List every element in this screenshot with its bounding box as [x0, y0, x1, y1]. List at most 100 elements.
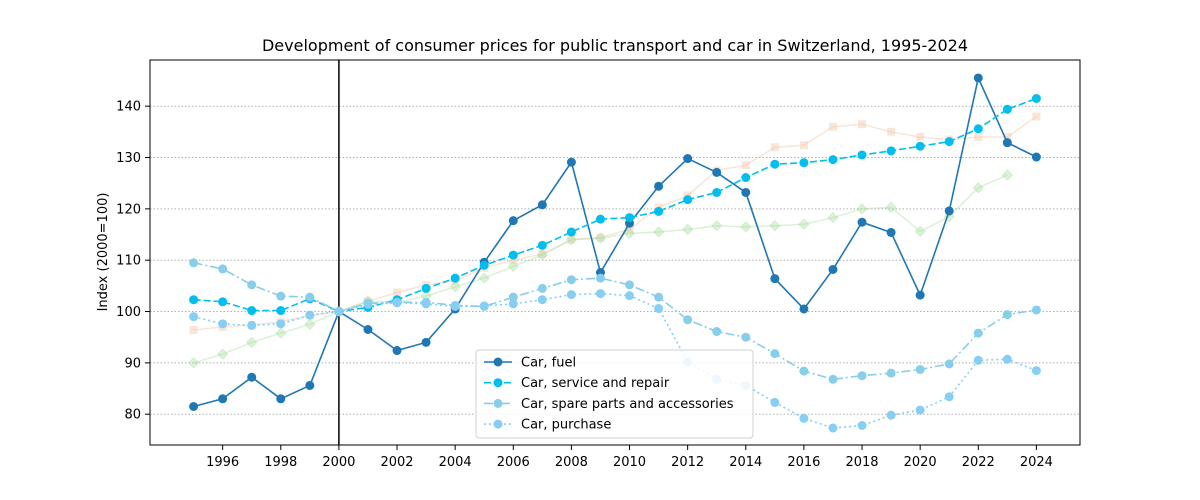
data-point [566, 275, 576, 285]
data-point [944, 137, 954, 147]
data-point [857, 150, 867, 160]
data-point [508, 292, 518, 302]
data-point [799, 413, 809, 423]
data-point [247, 280, 257, 290]
data-point [770, 159, 780, 169]
data-point [625, 280, 635, 290]
x-tick-label: 2014 [729, 455, 762, 470]
data-point [567, 235, 576, 244]
data-point [740, 221, 752, 233]
data-point [216, 348, 229, 360]
data-point [1002, 310, 1012, 320]
data-point [478, 272, 490, 284]
x-tick-label: 2004 [439, 455, 472, 470]
data-point [625, 213, 635, 223]
data-point [799, 366, 809, 376]
chart-title: Development of consumer prices for publi… [262, 36, 968, 55]
data-point [827, 211, 839, 224]
data-point [450, 273, 460, 283]
data-point [652, 226, 665, 238]
series-line [193, 292, 1037, 429]
data-point [537, 200, 547, 210]
data-point [828, 374, 838, 384]
data-point [595, 273, 605, 283]
data-point [712, 187, 722, 197]
x-tick-label: 2002 [380, 455, 413, 470]
data-point [654, 292, 664, 302]
y-axis-ticks: 80 90 100 110 120 130 140 [116, 100, 150, 423]
legend-marker [493, 378, 503, 388]
data-point [596, 233, 605, 242]
data-point [363, 325, 373, 334]
x-tick-label: 2000 [322, 455, 355, 470]
data-point [393, 288, 402, 297]
series-line [193, 115, 1037, 331]
data-point [246, 336, 258, 349]
data-point [973, 328, 983, 338]
data-point [770, 349, 780, 359]
data-point [537, 295, 547, 305]
data-point [944, 206, 954, 216]
data-point [886, 410, 896, 420]
x-tick-label: 2018 [845, 455, 878, 470]
data-point [1031, 366, 1041, 376]
data-point [275, 327, 287, 339]
data-point [741, 332, 751, 342]
data-point [886, 227, 896, 237]
data-point [421, 299, 431, 309]
data-point [711, 220, 723, 232]
data-point [915, 405, 925, 415]
data-point [566, 290, 576, 300]
series-car-fuel [189, 73, 1041, 411]
data-point [247, 372, 257, 382]
x-tick-label: 2022 [962, 455, 995, 470]
data-point [595, 289, 605, 299]
data-point [857, 371, 867, 381]
x-tick-label: 2006 [497, 455, 530, 470]
gridlines [150, 105, 1080, 415]
data-point [944, 392, 954, 402]
data-point [508, 250, 518, 260]
data-point [944, 359, 954, 369]
data-point [304, 318, 316, 331]
x-tick-label: 2012 [671, 455, 704, 470]
data-point [857, 420, 867, 430]
y-tick-label: 110 [116, 254, 141, 269]
legend-entry: Car, purchase [484, 418, 611, 433]
plot-area-frame [149, 59, 1081, 446]
data-point [770, 143, 779, 152]
data-point [247, 306, 257, 316]
data-point [247, 320, 257, 330]
series-line [193, 174, 1008, 364]
data-point [973, 73, 983, 83]
y-tick-label: 80 [124, 408, 141, 423]
data-point [654, 303, 664, 313]
data-point [479, 301, 489, 311]
data-point [566, 227, 576, 237]
data-point [887, 127, 896, 136]
data-point [1031, 94, 1041, 103]
data-point [915, 290, 925, 300]
data-point [683, 195, 693, 205]
data-point [189, 258, 199, 268]
x-tick-label: 2010 [613, 455, 646, 470]
x-tick-label: 2016 [787, 455, 820, 470]
data-point [683, 315, 693, 325]
data-point [1002, 138, 1012, 148]
data-point [189, 312, 199, 322]
data-point [218, 264, 228, 274]
data-point [449, 281, 461, 293]
legend-marker [493, 398, 503, 408]
data-point [187, 357, 200, 369]
data-point [1031, 305, 1041, 315]
data-point [712, 167, 722, 177]
data-point [625, 291, 635, 301]
legend-label: Car, spare parts and accessories [521, 397, 734, 412]
data-point [276, 394, 286, 404]
data-point [276, 306, 286, 316]
data-point [507, 260, 519, 273]
data-point [856, 203, 868, 215]
data-point [479, 260, 489, 270]
data-point [218, 297, 228, 307]
data-point [914, 225, 926, 238]
